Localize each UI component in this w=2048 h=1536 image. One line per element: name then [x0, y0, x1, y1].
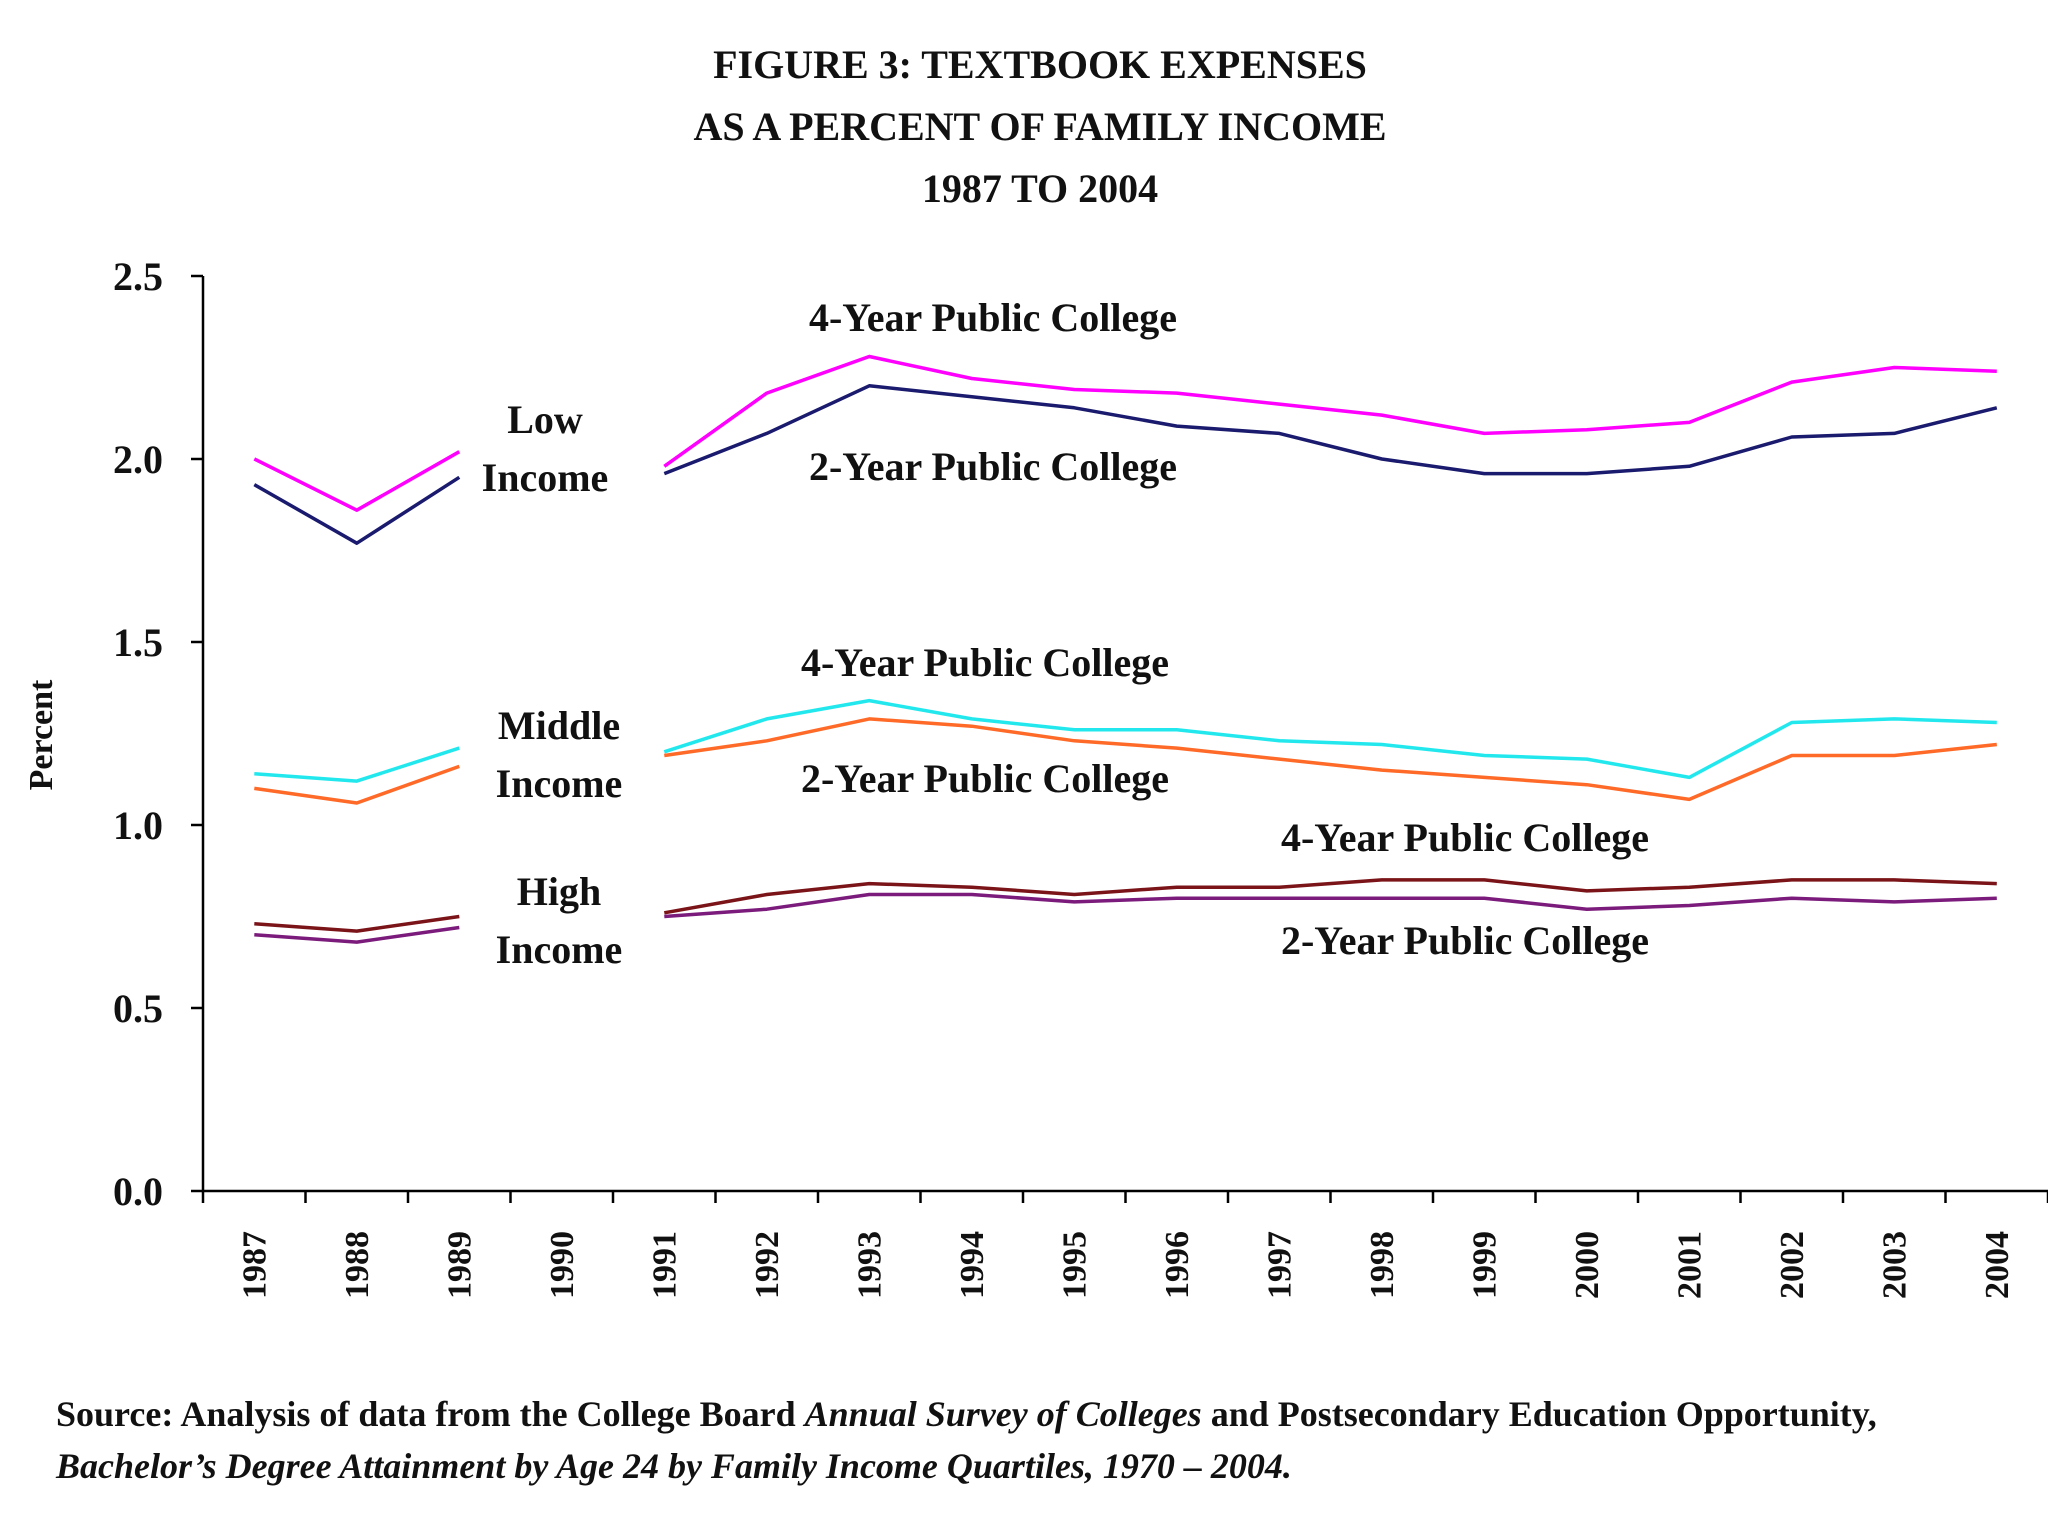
x-tick-label: 2001: [1671, 1231, 1708, 1299]
y-tick-label: 1.5: [113, 620, 163, 665]
source-title-1: Annual Survey of Colleges: [804, 1394, 1202, 1434]
high-income-label-line1: High: [517, 869, 601, 914]
x-tick-label: 1995: [1056, 1231, 1093, 1299]
source-prefix: Source: Analysis of data from the Colleg…: [56, 1394, 805, 1434]
x-tick-label: 1992: [749, 1231, 786, 1299]
x-tick-label: 1989: [441, 1231, 478, 1299]
y-axis-label: Percent: [23, 679, 60, 790]
x-tick-label: 2003: [1876, 1231, 1913, 1299]
high-income-label-line2: Income: [496, 927, 623, 972]
chart-title: FIGURE 3: TEXTBOOK EXPENSES AS A PERCENT…: [693, 42, 1386, 211]
x-tick-label: 1998: [1364, 1231, 1401, 1299]
low-income-label-line1: Low: [507, 397, 583, 442]
low-2yr-label: 2-Year Public College: [809, 444, 1177, 489]
chart-title-line-2: AS A PERCENT OF FAMILY INCOME: [693, 104, 1386, 149]
series-lines: [253, 354, 1998, 944]
x-tick-label: 2000: [1569, 1231, 1606, 1299]
x-tick-label: 1991: [646, 1231, 683, 1299]
series-line-5: [254, 878, 1997, 933]
y-tick-label: 0.0: [113, 1169, 163, 1214]
label-mask-middle: [478, 692, 626, 817]
high-2yr-label: 2-Year Public College: [1281, 918, 1649, 963]
y-tick-label: 1.0: [113, 803, 163, 848]
x-tick-label: 1994: [954, 1231, 991, 1299]
middle-income-label-line1: Middle: [498, 703, 620, 748]
series-line-3: [254, 698, 1997, 783]
high-4yr-label: 4-Year Public College: [1281, 815, 1649, 860]
x-tick-label: 1996: [1159, 1231, 1196, 1299]
source-middle: and Postsecondary Education Opportunity,: [1201, 1394, 1877, 1434]
x-tick-label: 1999: [1466, 1231, 1503, 1299]
series-line-6: [254, 892, 1997, 944]
source-title-2: Bachelor’s Degree Attainment by Age 24 b…: [56, 1446, 1292, 1486]
middle-income-label-line2: Income: [496, 761, 623, 806]
y-tick-label: 2.5: [113, 254, 163, 299]
y-tick-label: 0.5: [113, 986, 163, 1031]
x-tick-label: 1988: [339, 1231, 376, 1299]
x-tick-label: 2002: [1774, 1231, 1811, 1299]
series-line-2: [253, 384, 1998, 545]
chart: FIGURE 3: TEXTBOOK EXPENSES AS A PERCENT…: [23, 42, 2048, 1299]
x-ticks: 1987 1988 1989 1990 1991 1992 1993 1994 1995 1996…: [201, 1191, 2048, 1299]
chart-title-line-1: FIGURE 3: TEXTBOOK EXPENSES: [713, 42, 1367, 87]
low-4yr-label: 4-Year Public College: [809, 295, 1177, 340]
x-tick-label: 1987: [236, 1231, 273, 1299]
series-line-1: [253, 354, 1997, 512]
x-tick-label: 1997: [1261, 1231, 1298, 1299]
annotations: Low Income Middle Income High Income 4-Y…: [464, 295, 1649, 983]
source-note: Source: Analysis of data from the Colleg…: [56, 1388, 2016, 1492]
low-income-label-line2: Income: [482, 455, 609, 500]
y-ticks: 0.0 0.5 1.0 1.5 2.0 2.5: [113, 254, 203, 1214]
middle-2yr-label: 2-Year Public College: [801, 756, 1169, 801]
chart-title-line-3: 1987 TO 2004: [922, 166, 1158, 211]
label-mask-high: [478, 858, 626, 983]
x-tick-label: 1993: [851, 1231, 888, 1299]
x-tick-label: 2004: [1979, 1231, 2016, 1299]
middle-4yr-label: 4-Year Public College: [801, 640, 1169, 685]
x-tick-label: 1990: [544, 1231, 581, 1299]
label-mask-low: [464, 385, 612, 510]
series-line-4: [254, 717, 1997, 805]
y-tick-label: 2.0: [113, 437, 163, 482]
